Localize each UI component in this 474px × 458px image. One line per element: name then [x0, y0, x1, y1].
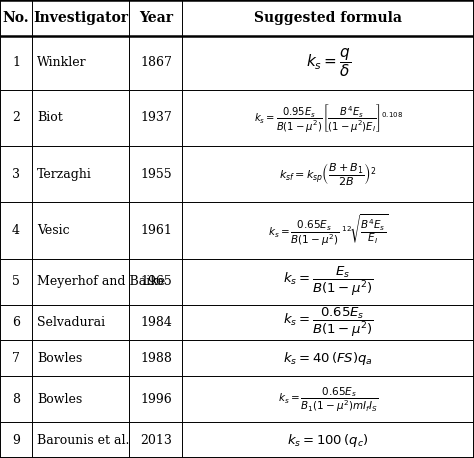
Text: 2013: 2013 — [140, 434, 172, 447]
Text: Barounis et al.: Barounis et al. — [37, 434, 129, 447]
Text: 1: 1 — [12, 56, 20, 69]
Text: Bowles: Bowles — [37, 393, 82, 406]
Text: $k_s = \dfrac{E_s}{B(1-\mu^2)}$: $k_s = \dfrac{E_s}{B(1-\mu^2)}$ — [283, 265, 374, 298]
Text: 1955: 1955 — [140, 168, 172, 180]
Text: Vesic: Vesic — [37, 224, 70, 237]
Text: $k_s = 100\,(q_c)$: $k_s = 100\,(q_c)$ — [287, 431, 369, 448]
Text: 8: 8 — [12, 393, 20, 406]
Text: $k_s = \dfrac{0.65E_s}{B_1(1-\mu^2)mI_f I_S}$: $k_s = \dfrac{0.65E_s}{B_1(1-\mu^2)mI_f … — [278, 385, 378, 414]
Text: Meyerhof and Baike: Meyerhof and Baike — [37, 275, 165, 288]
Text: 6: 6 — [12, 316, 20, 329]
Text: Bowles: Bowles — [37, 352, 82, 365]
Text: Winkler: Winkler — [37, 56, 87, 69]
Text: Investigator: Investigator — [33, 11, 128, 25]
Text: $k_s = \dfrac{0.65E_s}{B(1-\mu^2)}$: $k_s = \dfrac{0.65E_s}{B(1-\mu^2)}$ — [283, 306, 374, 339]
Text: 3: 3 — [12, 168, 20, 180]
Text: Suggested formula: Suggested formula — [254, 11, 402, 25]
Text: $k_s = 40\,(FS)q_a$: $k_s = 40\,(FS)q_a$ — [283, 350, 373, 367]
Text: 1867: 1867 — [140, 56, 172, 69]
Text: 7: 7 — [12, 352, 20, 365]
Text: 5: 5 — [12, 275, 20, 288]
Text: 1996: 1996 — [140, 393, 172, 406]
Text: 1965: 1965 — [140, 275, 172, 288]
Text: 9: 9 — [12, 434, 20, 447]
Text: $k_s = \dfrac{0.65E_s}{B(1-\mu^2)}\;^{12}\!\sqrt{\dfrac{B^4 E_s}{E_I}}$: $k_s = \dfrac{0.65E_s}{B(1-\mu^2)}\;^{12… — [268, 213, 389, 248]
Text: $k_s = \dfrac{q}{\delta}$: $k_s = \dfrac{q}{\delta}$ — [306, 46, 351, 79]
Text: No.: No. — [3, 11, 29, 25]
Text: Terzaghi: Terzaghi — [37, 168, 92, 180]
Text: Biot: Biot — [37, 111, 63, 125]
Text: $k_{sf} = k_{sp}\left(\dfrac{B+B_1}{2B}\right)^{2}$: $k_{sf} = k_{sp}\left(\dfrac{B+B_1}{2B}\… — [280, 161, 377, 187]
Text: 1984: 1984 — [140, 316, 172, 329]
Text: Year: Year — [139, 11, 173, 25]
Text: $k_s = \dfrac{0.95E_s}{B(1-\mu^2)}\left[\dfrac{B^4 E_s}{(1-\mu^2)E_I}\right]^{0.: $k_s = \dfrac{0.95E_s}{B(1-\mu^2)}\left[… — [254, 102, 403, 134]
Text: Selvadurai: Selvadurai — [37, 316, 105, 329]
Text: 4: 4 — [12, 224, 20, 237]
Text: 1988: 1988 — [140, 352, 172, 365]
Text: 2: 2 — [12, 111, 20, 125]
Text: 1937: 1937 — [140, 111, 172, 125]
Text: 1961: 1961 — [140, 224, 172, 237]
